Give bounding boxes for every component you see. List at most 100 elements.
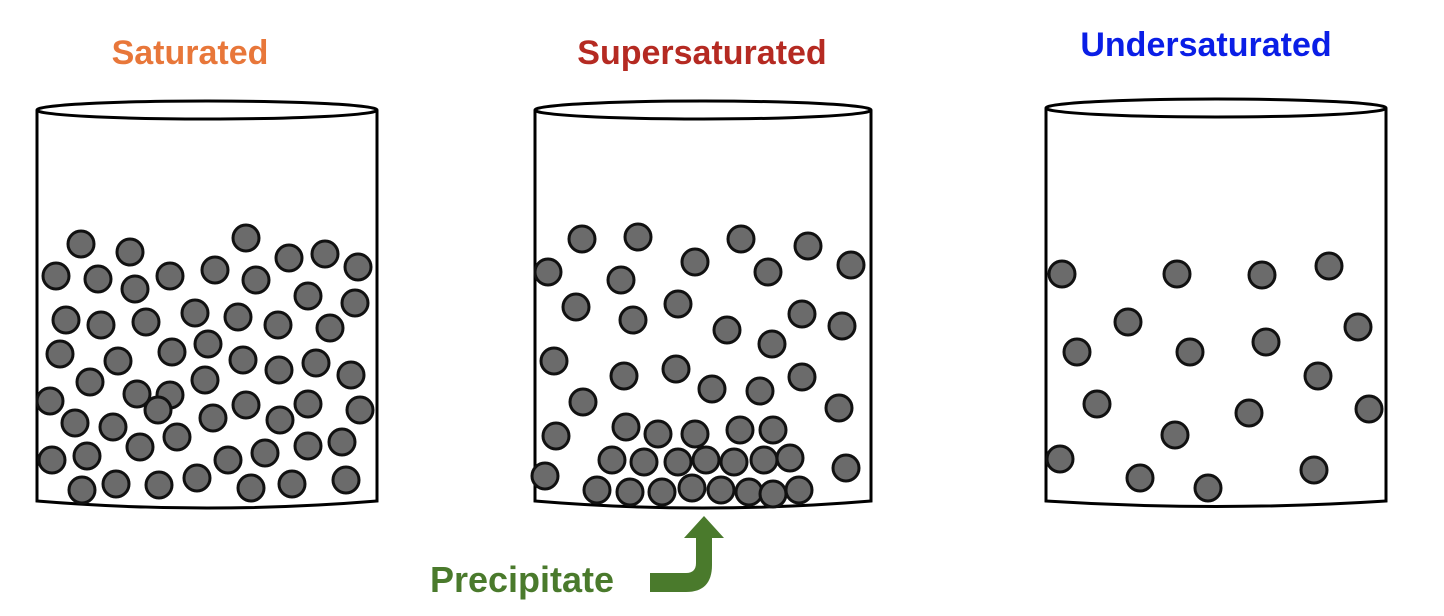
particle: [831, 453, 861, 483]
particle: [293, 431, 323, 461]
saturated-title: Saturated: [111, 34, 269, 72]
supersaturated-title: Supersaturated: [577, 34, 827, 72]
particle: [827, 311, 857, 341]
particle: [264, 355, 294, 385]
particle: [155, 261, 185, 291]
particle: [265, 405, 295, 435]
particle: [643, 419, 673, 449]
particle: [144, 470, 174, 500]
particle: [661, 354, 691, 384]
particles-layer: [35, 222, 1384, 509]
particle: [228, 345, 258, 375]
particle: [190, 365, 220, 395]
particle: [293, 281, 323, 311]
particle: [663, 289, 693, 319]
particle: [340, 288, 370, 318]
particle: [611, 412, 641, 442]
particle: [1082, 389, 1112, 419]
particle: [182, 463, 212, 493]
particle: [263, 310, 293, 340]
particle: [1175, 337, 1205, 367]
particle: [66, 229, 96, 259]
particle: [198, 403, 228, 433]
particle: [706, 475, 736, 505]
particle: [533, 257, 563, 287]
precipitate-label: Precipitate: [429, 559, 615, 600]
particle: [274, 243, 304, 273]
particle: [1113, 307, 1143, 337]
undersaturated-title: Undersaturated: [1080, 26, 1332, 64]
particle: [618, 305, 648, 335]
particle: [60, 408, 90, 438]
particle: [193, 329, 223, 359]
particle: [103, 346, 133, 376]
particle: [582, 475, 612, 505]
particle: [293, 389, 323, 419]
beaker-undersaturated: [1044, 97, 1388, 508]
particle: [231, 390, 261, 420]
particle: [101, 469, 131, 499]
particle: [250, 438, 280, 468]
particle: [539, 346, 569, 376]
precipitate-arrow-icon: [650, 516, 724, 592]
particle: [1251, 327, 1281, 357]
particle: [734, 477, 764, 507]
particle: [680, 419, 710, 449]
particle: [787, 362, 817, 392]
particle: [784, 475, 814, 505]
particle: [787, 299, 817, 329]
particle: [1234, 398, 1264, 428]
particle: [567, 224, 597, 254]
particle: [712, 315, 742, 345]
particle: [1303, 361, 1333, 391]
particle: [336, 360, 366, 390]
particle: [241, 265, 271, 295]
particle: [1247, 260, 1277, 290]
particle: [1193, 473, 1223, 503]
particle: [35, 386, 65, 416]
particle: [758, 415, 788, 445]
particle: [836, 250, 866, 280]
particle: [609, 361, 639, 391]
particle: [180, 298, 210, 328]
particle: [824, 393, 854, 423]
particle: [51, 305, 81, 335]
beaker-supersaturated: [533, 99, 873, 510]
particle: [83, 264, 113, 294]
particle: [568, 387, 598, 417]
particle: [719, 447, 749, 477]
particle: [757, 329, 787, 359]
particle: [122, 379, 152, 409]
particle: [680, 247, 710, 277]
particle: [162, 422, 192, 452]
particle: [86, 310, 116, 340]
particle: [629, 447, 659, 477]
particle: [725, 415, 755, 445]
particle: [345, 395, 375, 425]
particle: [120, 274, 150, 304]
beaker-saturated: [35, 99, 379, 510]
particles-undersaturated: [1045, 251, 1384, 503]
particle: [98, 412, 128, 442]
particle: [125, 432, 155, 462]
particle: [663, 447, 693, 477]
particle: [1047, 259, 1077, 289]
particle: [75, 367, 105, 397]
particle: [561, 292, 591, 322]
particle: [213, 445, 243, 475]
particle: [200, 255, 230, 285]
particle: [45, 339, 75, 369]
particle: [143, 395, 173, 425]
particle: [1343, 312, 1373, 342]
particle: [697, 374, 727, 404]
particle: [67, 475, 97, 505]
particle: [223, 302, 253, 332]
particle: [726, 224, 756, 254]
particle: [775, 443, 805, 473]
particle: [331, 465, 361, 495]
particle: [37, 445, 67, 475]
particle: [343, 252, 373, 282]
particle: [315, 313, 345, 343]
particles-supersaturated: [530, 222, 866, 509]
